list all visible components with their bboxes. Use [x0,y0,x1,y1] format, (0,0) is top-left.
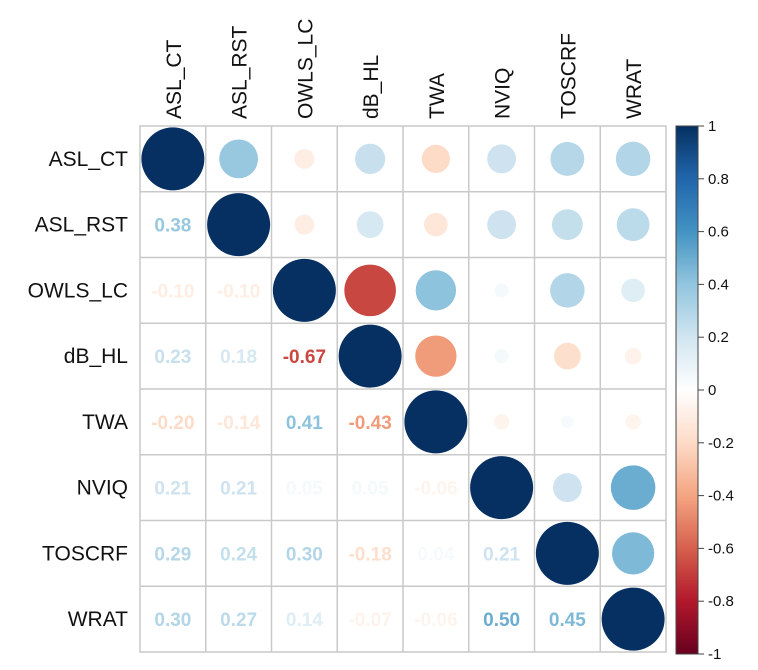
correlation-circle [415,270,457,311]
colorbar-tick-label: -0.6 [708,540,734,557]
correlation-circle [550,273,585,308]
correlation-circle [494,349,509,364]
correlation-value: 0.21 [154,479,191,500]
correlation-circle [493,414,510,430]
correlation-circle [561,415,574,429]
correlation-circle [601,587,665,651]
correlation-circle [470,456,534,520]
column-label: ASL_RST [229,25,252,119]
correlation-value: -0.20 [151,413,194,434]
correlation-circle [207,193,271,257]
column-labels: ASL_CT ASL_RST OWLS_LC dB_HL TWA NVIQ TOSCRF WR… [163,19,646,119]
correlation-circle [551,209,583,241]
column-label: OWLS_LC [294,19,317,119]
row-label: ASL_RST [35,214,129,237]
row-label: ASL_CT [49,148,129,171]
correlation-circle [554,342,581,370]
correlation-circle [219,139,259,179]
row-label: TOSCRF [42,542,128,565]
row-label: TWA [82,411,128,434]
colorbar-gradient [675,125,699,655]
row-label: WRAT [68,608,128,631]
column-label: dB_HL [360,55,383,119]
correlation-value: -0.07 [348,610,391,631]
correlation-value: 0.30 [286,544,323,565]
correlation-value: 0.14 [286,610,323,631]
correlation-circle [625,414,641,430]
correlation-circle [141,127,205,191]
correlation-value: -0.43 [348,413,391,434]
correlation-circle [621,278,645,303]
row-label: OWLS_LC [28,279,128,302]
correlation-value: 0.05 [286,479,323,500]
correlation-circle [421,144,450,173]
correlation-value: 0.05 [352,479,389,500]
correlation-circle [552,473,582,503]
colorbar-tick-label: 0.8 [708,171,729,188]
correlation-circle [355,143,386,174]
correlation-circle [494,283,509,298]
column-label: WRAT [623,59,646,119]
correlation-value: 0.27 [220,610,257,631]
correlation-value: 0.23 [154,347,191,368]
correlation-circle [616,208,650,241]
correlation-circle [611,532,655,575]
correlation-value: -0.10 [217,281,260,302]
correlation-value: 0.50 [483,610,520,631]
colorbar-tick-label: 0.4 [708,276,729,293]
correlation-circle [404,390,468,454]
column-label: ASL_CT [163,39,186,119]
correlation-value: -0.14 [217,413,261,434]
correlation-value: 0.38 [154,216,191,237]
correlation-value: -0.67 [283,347,326,368]
row-label: NVIQ [77,477,128,500]
column-label: TOSCRF [557,33,580,119]
correlation-circle [487,144,517,174]
colorbar-tick-label: 0.6 [708,224,729,241]
correlation-value: 0.30 [154,610,191,631]
correlation-value: -0.06 [414,610,457,631]
correlation-value: -0.06 [414,479,457,500]
row-label: dB_HL [64,345,128,368]
correlation-value: 0.45 [549,610,586,631]
colorbar-tick-label: -1 [708,646,721,663]
correlation-value: 0.29 [154,544,191,565]
correlation-value: 0.41 [286,413,323,434]
colorbar-tick-label: 0 [708,382,716,399]
correlation-circle [610,465,656,510]
colorbar-tick-label: -0.2 [708,435,734,452]
correlation-value: 0.21 [220,479,257,500]
colorbar-tick-label: -0.4 [708,488,734,505]
row-labels: ASL_CT ASL_RST OWLS_LC dB_HL TWA NVIQ TOSCRF WR… [28,148,129,631]
correlation-value: 0.21 [483,544,520,565]
correlation-circle [424,212,448,237]
correlation-circle [294,214,315,235]
correlation-circle [356,211,384,238]
matrix-cells: 0.38 -0.10 -0.10 0.23 0.18 -0.67 -0.20 -0.14 0.4… [141,127,665,651]
colorbar-tick-label: 1 [708,118,716,135]
correlation-value: -0.18 [348,544,391,565]
colorbar-tick-label: -0.8 [708,593,734,610]
correlation-circle [344,264,396,317]
correlation-circle [615,141,651,177]
column-label: NVIQ [492,68,515,119]
correlation-value: 0.24 [220,544,257,565]
correlation-value: -0.10 [151,281,194,302]
correlation-value: 0.18 [220,347,257,368]
correlation-circle [272,258,336,322]
correlation-circle [338,324,402,388]
correlation-circle [624,347,642,365]
colorbar-tick-label: 0.2 [708,329,729,346]
correlation-value: 0.04 [417,544,454,565]
correlation-circle [550,141,585,176]
correlation-circle [294,148,315,169]
correlation-circle [415,335,457,377]
colorbar: 1 0.8 0.6 0.4 0.2 0 -0.2 -0.4 -0.6 -0.8 -1 [675,118,734,663]
correlation-circle [535,521,599,585]
correlation-circle [487,210,517,240]
column-label: TWA [426,73,449,119]
